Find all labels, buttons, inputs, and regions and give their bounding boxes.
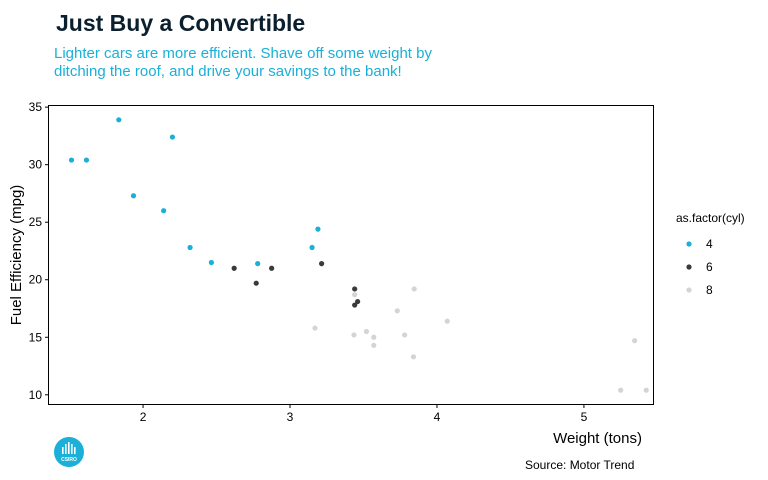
x-axis: 2 3 4 5 [140, 404, 588, 424]
data-point-cyl-8 [402, 332, 408, 338]
data-point-cyl-6 [319, 261, 325, 267]
data-point-cyl-4 [161, 208, 167, 214]
data-point-cyl-6 [231, 265, 237, 271]
x-axis-label: Weight (tons) [553, 430, 642, 447]
legend-label-8: 8 [706, 283, 713, 297]
y-axis-label: Fuel Efficiency (mpg) [8, 185, 25, 326]
data-point-cyl-6 [355, 298, 361, 305]
data-point-cyl-4 [68, 157, 75, 163]
legend-key-4 [686, 241, 692, 247]
svg-text:CSIRO: CSIRO [61, 457, 77, 463]
legend-label-6: 6 [706, 260, 713, 274]
data-point-cyl-8 [410, 354, 417, 360]
data-point-cyl-8 [632, 338, 638, 344]
data-point-cyl-4 [315, 226, 321, 232]
data-point-cyl-8 [394, 308, 400, 314]
legend: as.factor(cyl) 4 6 8 [676, 211, 745, 297]
plot-panel [48, 105, 654, 405]
data-point-cyl-4 [255, 261, 261, 267]
data-point-cyl-8 [643, 387, 649, 393]
chart-title: Just Buy a Convertible [56, 10, 306, 36]
y-tick-label: 15 [29, 330, 43, 344]
y-tick-label: 25 [29, 215, 43, 229]
y-tick-label: 35 [29, 100, 43, 114]
data-point-cyl-8 [411, 286, 417, 292]
data-point-cyl-6 [352, 302, 358, 308]
data-point-cyl-4 [309, 244, 315, 251]
data-points [68, 117, 649, 393]
data-point-cyl-8 [363, 328, 370, 335]
legend-key-8 [686, 287, 692, 293]
data-point-cyl-4 [116, 117, 122, 123]
legend-label-4: 4 [706, 237, 713, 251]
y-tick-label: 20 [29, 273, 43, 287]
data-point-cyl-8 [444, 318, 450, 324]
data-point-cyl-8 [351, 332, 357, 338]
data-point-cyl-8 [371, 342, 377, 348]
x-tick-label: 3 [287, 410, 294, 424]
data-point-cyl-4 [83, 157, 90, 163]
data-point-cyl-8 [371, 334, 377, 340]
data-point-cyl-6 [352, 286, 358, 292]
csiro-logo: CSIRO [54, 437, 84, 467]
data-point-cyl-4 [130, 193, 137, 199]
x-tick-label: 2 [140, 410, 147, 424]
chart-subtitle: Lighter cars are more efficient. Shave o… [54, 45, 432, 80]
legend-key-6 [686, 264, 692, 270]
y-axis: 10 15 20 25 30 35 [29, 100, 49, 402]
x-tick-label: 4 [434, 410, 441, 424]
x-tick-label: 5 [581, 410, 588, 424]
data-point-cyl-8 [618, 387, 624, 393]
data-point-cyl-6 [269, 265, 275, 271]
data-point-cyl-8 [312, 325, 318, 331]
y-tick-label: 30 [29, 158, 43, 172]
data-point-cyl-4 [187, 244, 193, 251]
data-point-cyl-6 [253, 280, 259, 286]
source-caption: Source: Motor Trend [525, 458, 635, 472]
data-point-cyl-8 [352, 292, 358, 298]
data-point-cyl-4 [208, 259, 214, 266]
legend-title: as.factor(cyl) [676, 211, 745, 225]
data-point-cyl-4 [169, 134, 176, 140]
y-tick-label: 10 [29, 388, 43, 402]
